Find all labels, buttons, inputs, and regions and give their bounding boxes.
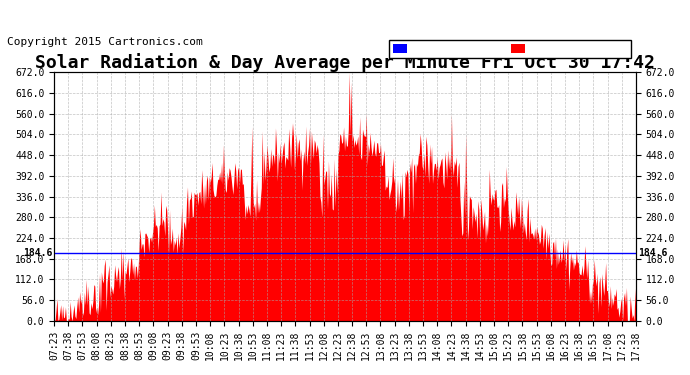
Legend: Median (w/m2), Radiation (w/m2): Median (w/m2), Radiation (w/m2) — [388, 40, 631, 57]
Text: 184.6: 184.6 — [638, 248, 667, 258]
Text: Copyright 2015 Cartronics.com: Copyright 2015 Cartronics.com — [7, 37, 203, 47]
Text: 184.6: 184.6 — [23, 248, 52, 258]
Title: Solar Radiation & Day Average per Minute Fri Oct 30 17:42: Solar Radiation & Day Average per Minute… — [35, 53, 655, 72]
